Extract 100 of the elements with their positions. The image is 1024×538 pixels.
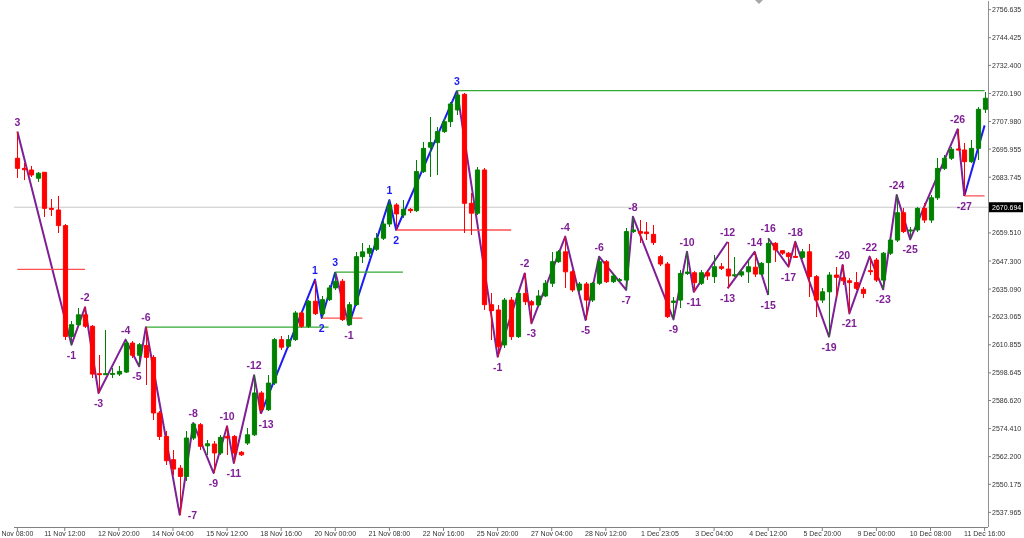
annotation: 3 <box>14 115 21 128</box>
candlestick <box>244 427 251 446</box>
candlestick <box>481 167 488 311</box>
candlestick <box>251 374 258 437</box>
annotation: -17 <box>780 270 797 283</box>
candlestick <box>704 269 711 281</box>
annotation: -12 <box>246 359 262 372</box>
candlestick <box>968 139 975 164</box>
candlestick <box>454 90 461 116</box>
annotation: -26 <box>949 113 966 126</box>
candlestick <box>799 248 806 260</box>
candlestick <box>684 251 691 276</box>
candlestick <box>129 340 136 359</box>
candlestick <box>82 306 89 329</box>
candlestick <box>508 296 515 341</box>
candlestick <box>583 281 590 321</box>
annotation: -27 <box>956 199 973 212</box>
candlestick <box>420 141 427 174</box>
candlestick <box>177 464 184 516</box>
candlestick <box>833 266 840 298</box>
annotation: -16 <box>760 222 776 235</box>
candlestick <box>900 207 907 234</box>
candlestick <box>461 92 468 234</box>
annotation: -4 <box>560 220 571 233</box>
candlestick <box>725 241 732 289</box>
candlestick <box>204 439 211 456</box>
candlestick <box>752 251 759 278</box>
candlestick <box>677 269 684 309</box>
annotation: -6 <box>141 311 151 324</box>
candlestick <box>880 251 887 290</box>
candlestick <box>278 335 285 351</box>
candlestick <box>691 270 698 293</box>
candlestick <box>745 259 752 284</box>
candlestick <box>589 281 596 303</box>
candlestick <box>312 279 319 316</box>
candlestick <box>941 154 948 171</box>
annotation: 1 <box>386 184 393 197</box>
candlestick <box>96 354 103 394</box>
candlestick <box>48 198 55 217</box>
candlestick <box>515 291 522 339</box>
candlestick <box>102 329 109 376</box>
annotation: 3 <box>332 256 339 269</box>
candlestick <box>535 289 542 308</box>
candlestick <box>569 269 576 293</box>
annotation: 3 <box>454 74 461 87</box>
candlestick <box>711 254 718 284</box>
candlestick <box>319 295 326 319</box>
candlestick <box>664 261 671 319</box>
annotation: -8 <box>628 200 638 213</box>
annotation: -7 <box>187 508 198 521</box>
candlestick <box>292 310 299 342</box>
candlestick <box>55 195 62 234</box>
annotation: -8 <box>188 407 199 420</box>
candlestick <box>806 243 813 298</box>
candlestick <box>657 254 664 267</box>
candlestick <box>75 307 82 327</box>
candlestick <box>190 422 197 441</box>
annotation: -13 <box>720 292 736 305</box>
candlestick <box>562 236 569 289</box>
candlestick <box>501 297 508 349</box>
candlestick <box>718 262 725 271</box>
candlestick <box>68 320 75 346</box>
candlestick <box>495 304 502 358</box>
annotation: -11 <box>226 467 242 480</box>
candlestick <box>630 216 637 234</box>
candlestick <box>89 324 96 379</box>
candlestick <box>170 449 177 476</box>
candlestick <box>35 171 42 183</box>
candlestick <box>542 279 549 298</box>
annotation: -21 <box>841 317 858 330</box>
annotation: -9 <box>668 323 679 336</box>
candlestick <box>14 131 21 179</box>
annotation: -12 <box>720 225 736 238</box>
candlestick <box>109 367 116 379</box>
annotation: -1 <box>66 348 77 361</box>
candlestick <box>887 236 894 256</box>
candlestick <box>400 199 407 219</box>
candlestick <box>183 430 190 482</box>
candlestick <box>468 192 475 236</box>
candlestick <box>894 194 901 243</box>
candlestick <box>914 206 921 233</box>
annotation: -6 <box>594 240 604 253</box>
annotation: -25 <box>902 243 918 256</box>
annotation: -13 <box>258 417 274 430</box>
candlestick <box>853 271 860 291</box>
candlestick <box>163 430 170 466</box>
candlestick <box>765 237 772 296</box>
annotation: -23 <box>875 293 891 306</box>
candlestick <box>623 227 630 291</box>
candlestick <box>738 269 745 278</box>
candlestick <box>758 261 765 276</box>
annotation: -2 <box>520 257 530 270</box>
annotation: 1 <box>312 263 319 276</box>
candlestick <box>231 434 238 464</box>
annotation: -4 <box>120 323 131 336</box>
candlestick <box>650 224 657 246</box>
candlestick <box>224 425 231 456</box>
candlestick <box>982 91 989 114</box>
annotation: -5 <box>132 370 142 383</box>
annotation: -15 <box>760 299 776 312</box>
